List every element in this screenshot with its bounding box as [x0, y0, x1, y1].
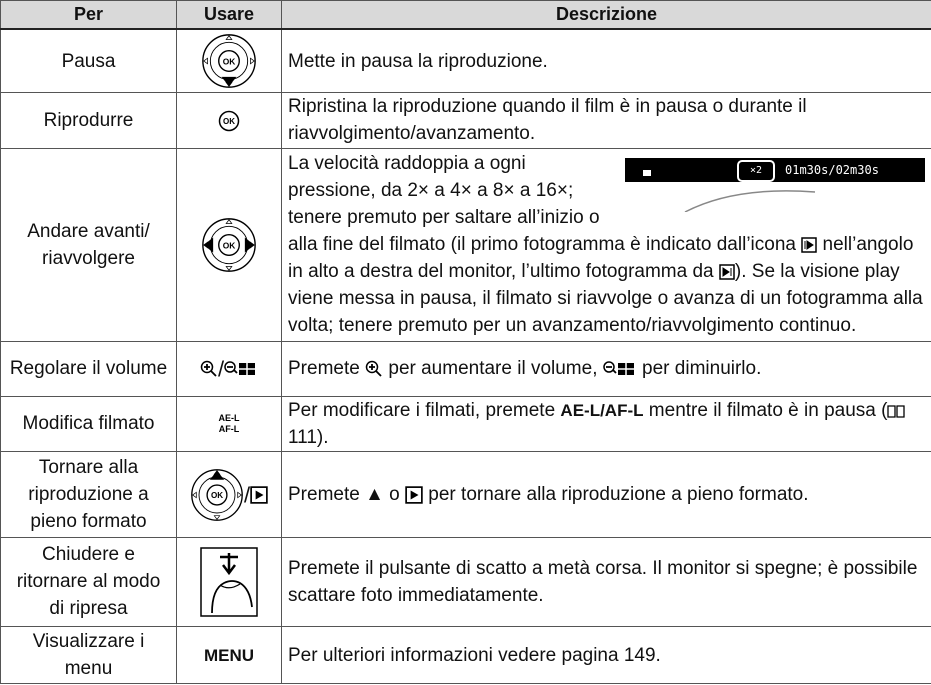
desc-text: per diminuirlo. — [636, 358, 762, 380]
ok-label: OK — [211, 491, 223, 500]
use-cell: OK — [176, 91, 282, 149]
desc-text: mentre il filmato è in pausa ( — [643, 399, 888, 421]
separator: / — [243, 482, 251, 507]
desc-text: Ripristina la riproduzione quando il fil… — [288, 96, 807, 145]
separator: / — [217, 356, 225, 382]
ael-button-icon: AE-L AF-L — [219, 413, 240, 434]
dial-icon: OK — [201, 33, 257, 89]
desc-cell: Premete ▲ o per tornare alla riproduzion… — [281, 451, 931, 538]
header-cell: Descrizione — [281, 0, 931, 31]
per-cell: Chiudere e ritornare al modo di ripresa — [0, 536, 177, 628]
use-cell: / — [176, 340, 282, 397]
book-icon — [887, 405, 906, 418]
ok-icon: OK — [218, 110, 240, 132]
row: Andare avanti/ riavvolgere OK ×2 01m30s/… — [0, 147, 931, 342]
desc-text: nell’angolo in alto a destra del monitor… — [288, 234, 914, 283]
desc-text: La velocità raddoppia a ogni pressione, … — [288, 153, 802, 256]
desc-cell: Mette in pausa la riproduzione. — [281, 28, 931, 93]
row: Regolare il volume / Premete per aumenta… — [0, 340, 931, 397]
desc-text: per aumentare il volume, — [383, 358, 603, 380]
desc-text: 111). — [288, 426, 329, 448]
button-label: AF-L — [219, 424, 240, 434]
monitor-inset: ×2 01m30s/02m30s — [625, 158, 925, 213]
play-icon — [250, 485, 268, 504]
desc-cell: Ripristina la riproduzione quando il fil… — [281, 91, 931, 149]
desc-text: Per ulteriori informazioni vedere pagina… — [288, 644, 661, 666]
header-cell: Per — [0, 0, 177, 31]
desc-cell: Premete il pulsante di scatto a metà cor… — [281, 536, 931, 628]
dial-icon: OK — [190, 468, 244, 522]
shutter-icon — [200, 547, 258, 617]
desc-text: Premete il pulsante di scatto a metà cor… — [288, 557, 918, 606]
zoom-out-icon — [603, 361, 634, 376]
desc-text: per tornare alla riproduzione a pieno fo… — [423, 484, 809, 505]
desc-text: Premete ▲ o — [288, 484, 406, 505]
last-frame-icon — [719, 264, 735, 280]
desc-text: Per modificare i filmati, premete — [288, 399, 561, 421]
desc-cell: Per modificare i filmati, premete AE-L/A… — [281, 395, 931, 453]
desc-text: Premete — [288, 358, 366, 380]
use-cell: AE-L AF-L — [176, 395, 282, 453]
desc-cell: Per ulteriori informazioni vedere pagina… — [281, 626, 931, 684]
play-icon — [405, 486, 423, 504]
monitor-curve — [643, 170, 816, 213]
per-cell: Andare avanti/ riavvolgere — [0, 147, 177, 342]
button-label: AE-L — [219, 413, 240, 423]
use-cell: OK — [176, 147, 282, 342]
row: Modifica filmato AE-L AF-L Per modificar… — [0, 395, 931, 453]
desc-cell: Premete per aumentare il volume, per dim… — [281, 340, 931, 397]
zoom-in-icon — [365, 360, 382, 377]
desc-text: Mette in pausa la riproduzione. — [288, 50, 548, 72]
per-cell: Modifica filmato — [0, 395, 177, 453]
first-frame-icon — [801, 237, 817, 253]
row: Tornare alla riproduzione a pieno format… — [0, 451, 931, 538]
use-cell: OK — [176, 28, 282, 93]
row: Pausa OK Mette in pausa la riproduzione. — [0, 28, 931, 93]
zoom-in-icon — [200, 360, 217, 377]
button-name: AE-L/AF-L — [560, 400, 644, 420]
ok-label: OK — [223, 56, 236, 66]
time-indicator: 01m30s/02m30s — [785, 163, 879, 178]
desc-text: ). Se la visione play viene messa in pau… — [288, 261, 923, 337]
use-cell — [176, 536, 282, 628]
row: Riprodurre OK Ripristina la riproduzione… — [0, 91, 931, 149]
per-cell: Riprodurre — [0, 91, 177, 149]
use-cell: MENU — [176, 626, 282, 684]
menu-button: MENU — [203, 645, 255, 665]
dial-icon: OK — [201, 217, 257, 273]
ok-label: OK — [223, 240, 236, 250]
per-cell: Regolare il volume — [0, 340, 177, 397]
desc-cell: ×2 01m30s/02m30s La velocità raddoppia a… — [281, 147, 931, 342]
row: Visualizzare i menu MENU Per ulteriori i… — [0, 626, 931, 684]
per-cell: Tornare alla riproduzione a pieno format… — [0, 451, 177, 538]
use-cell: OK / — [176, 451, 282, 538]
row: Chiudere e ritornare al modo di ripresa … — [0, 536, 931, 628]
per-cell: Visualizzare i menu — [0, 626, 177, 684]
ok-label: OK — [223, 117, 235, 126]
header-cell: Usare — [176, 0, 282, 31]
speed-indicator: ×2 — [737, 160, 775, 183]
zoom-out-icon — [224, 361, 256, 375]
header-row: Per Usare Descrizione — [0, 0, 931, 31]
per-cell: Pausa — [0, 28, 177, 93]
monitor-bar: ×2 01m30s/02m30s — [625, 158, 925, 183]
